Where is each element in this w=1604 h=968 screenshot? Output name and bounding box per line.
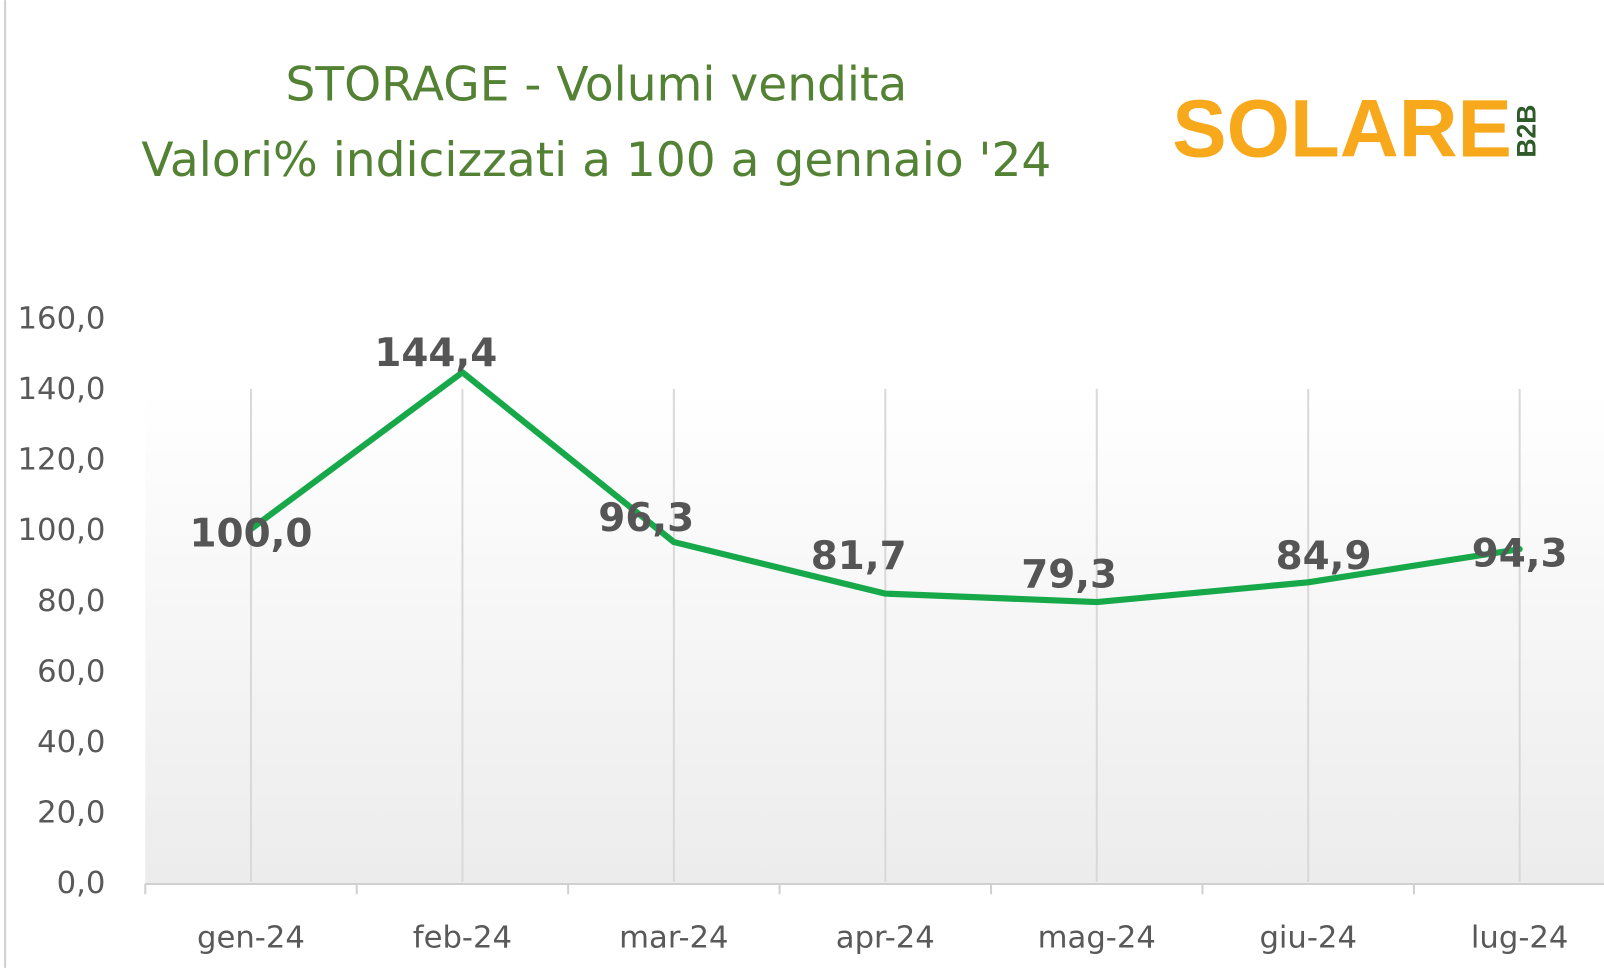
data-label: 144,4 [374, 331, 497, 376]
data-label: 100,0 [190, 511, 313, 556]
y-tick-label: 160,0 [18, 302, 106, 337]
data-line [247, 369, 1523, 606]
y-tick-label: 0,0 [57, 866, 106, 901]
y-tick-label: 120,0 [18, 443, 106, 478]
x-tick-label: apr-24 [836, 920, 935, 955]
plot-background [145, 388, 1604, 883]
logo-suffix: B2B [1511, 105, 1541, 158]
y-tick-label: 100,0 [18, 513, 106, 548]
y-tick-label: 140,0 [18, 372, 106, 407]
data-label: 79,3 [1021, 553, 1117, 598]
data-label: 96,3 [598, 496, 694, 541]
logo-text: SOLARE [1172, 84, 1512, 175]
y-tick-label: 20,0 [37, 796, 105, 831]
y-tick-label: 80,0 [37, 584, 105, 619]
x-tick-label: mag-24 [1038, 920, 1156, 955]
x-tick-label: mar-24 [619, 920, 728, 955]
data-label: 94,3 [1472, 532, 1568, 577]
chart-title: STORAGE - Volumi vendita [286, 57, 908, 112]
y-tick-label: 40,0 [37, 725, 105, 760]
data-label: 81,7 [811, 534, 907, 579]
x-tick-label: gen-24 [197, 920, 305, 955]
data-label: 84,9 [1276, 534, 1372, 579]
chart-subtitle: Valori% indicizzati a 100 a gennaio '24 [141, 133, 1051, 188]
x-tick-label: feb-24 [413, 920, 512, 955]
x-tick-label: giu-24 [1259, 920, 1357, 955]
y-tick-label: 60,0 [37, 654, 105, 689]
x-tick-label: lug-24 [1471, 920, 1569, 955]
